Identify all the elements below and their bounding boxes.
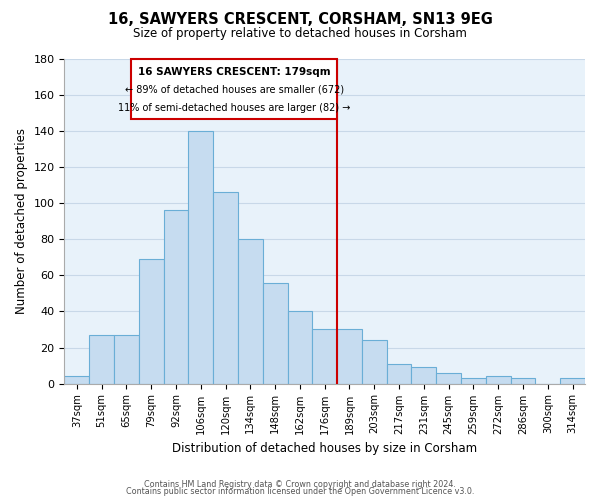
Bar [89, 335, 114, 384]
Text: Contains public sector information licensed under the Open Government Licence v3: Contains public sector information licen… [126, 488, 474, 496]
Bar [188, 131, 213, 384]
Y-axis label: Number of detached properties: Number of detached properties [15, 128, 28, 314]
Bar [313, 330, 337, 384]
FancyBboxPatch shape [131, 59, 337, 118]
Bar [64, 376, 89, 384]
Bar [560, 378, 585, 384]
Bar [436, 373, 461, 384]
Text: ← 89% of detached houses are smaller (672): ← 89% of detached houses are smaller (67… [125, 85, 344, 95]
Bar [213, 192, 238, 384]
Bar [511, 378, 535, 384]
Bar [114, 335, 139, 384]
Bar [337, 330, 362, 384]
Bar [461, 378, 486, 384]
Text: Size of property relative to detached houses in Corsham: Size of property relative to detached ho… [133, 28, 467, 40]
Bar [412, 368, 436, 384]
X-axis label: Distribution of detached houses by size in Corsham: Distribution of detached houses by size … [172, 442, 477, 455]
Bar [263, 282, 287, 384]
Bar [362, 340, 386, 384]
Text: 16, SAWYERS CRESCENT, CORSHAM, SN13 9EG: 16, SAWYERS CRESCENT, CORSHAM, SN13 9EG [107, 12, 493, 28]
Bar [386, 364, 412, 384]
Bar [238, 240, 263, 384]
Text: 11% of semi-detached houses are larger (82) →: 11% of semi-detached houses are larger (… [118, 103, 350, 113]
Bar [486, 376, 511, 384]
Bar [287, 312, 313, 384]
Bar [164, 210, 188, 384]
Text: Contains HM Land Registry data © Crown copyright and database right 2024.: Contains HM Land Registry data © Crown c… [144, 480, 456, 489]
Bar [139, 259, 164, 384]
Text: 16 SAWYERS CRESCENT: 179sqm: 16 SAWYERS CRESCENT: 179sqm [138, 67, 331, 77]
